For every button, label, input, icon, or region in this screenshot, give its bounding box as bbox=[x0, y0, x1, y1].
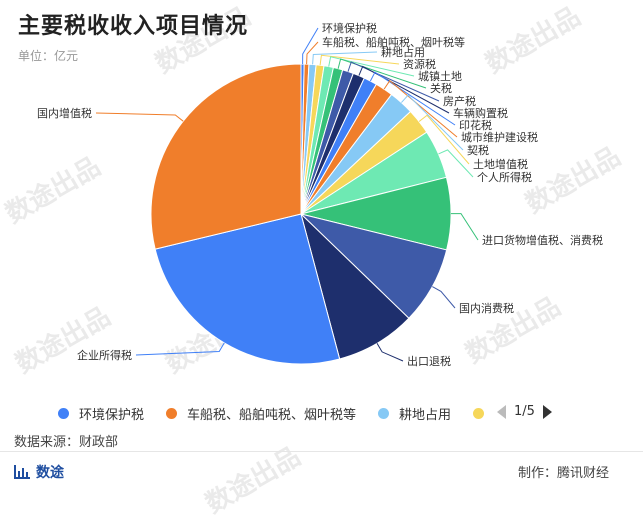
legend-label: 环境保护税 bbox=[79, 407, 145, 423]
leader-line bbox=[337, 58, 427, 89]
leader-line bbox=[306, 41, 319, 65]
leader-line bbox=[376, 343, 404, 362]
divider bbox=[0, 451, 643, 452]
leader-line bbox=[451, 213, 479, 241]
slice-label: 城镇土地 bbox=[418, 69, 462, 83]
slice-label: 车辆购置税 bbox=[453, 106, 508, 120]
legend-dot-icon bbox=[166, 407, 178, 419]
legend-item[interactable]: 环境保护税 bbox=[58, 404, 144, 423]
legend-item[interactable]: 耕地占用 bbox=[378, 404, 451, 423]
credit: 制作：腾讯财经 bbox=[517, 466, 609, 481]
slice-label: 国内消费税 bbox=[459, 301, 514, 315]
brand-logo: 数途 bbox=[14, 462, 64, 482]
prev-page-icon[interactable] bbox=[497, 404, 506, 419]
leader-line bbox=[347, 61, 440, 102]
legend-dot-icon bbox=[58, 407, 69, 419]
pie-slice[interactable] bbox=[150, 63, 302, 250]
leader-line bbox=[432, 286, 456, 309]
leader-line bbox=[95, 112, 184, 122]
next-page-icon[interactable] bbox=[542, 404, 552, 419]
legend-item[interactable] bbox=[473, 407, 494, 419]
brand-name: 数途 bbox=[36, 465, 64, 481]
leader-line bbox=[328, 56, 415, 77]
leader-line bbox=[418, 114, 470, 165]
legend: 环境保护税 车船税、船舶吨税、烟叶税等 耕地占用 bbox=[58, 403, 516, 423]
slice-label: 个人所得税 bbox=[477, 170, 532, 184]
slice-label: 环境保护税 bbox=[322, 21, 377, 35]
leader-line bbox=[302, 27, 319, 65]
slice-label: 城市维护建设税 bbox=[461, 130, 538, 144]
slice-label: 印花税 bbox=[459, 118, 492, 132]
page-title: 主要税收收入项目情况 bbox=[18, 14, 249, 39]
slice-label: 土地增值税 bbox=[473, 157, 528, 171]
watermark: 数途出品 bbox=[200, 441, 306, 520]
data-source: 数据来源：财政部 bbox=[14, 435, 119, 450]
slice-label: 契税 bbox=[467, 143, 489, 157]
legend-dot-icon bbox=[473, 407, 485, 419]
leader-line bbox=[369, 71, 456, 126]
leader-line bbox=[319, 54, 400, 66]
leader-line bbox=[312, 51, 378, 65]
slice-label: 耕地占用 bbox=[381, 45, 425, 59]
slice-label: 国内增值税 bbox=[37, 106, 92, 120]
leader-line bbox=[383, 80, 458, 138]
legend-pager: 1/5 bbox=[497, 404, 552, 419]
legend-label: 耕地占用 bbox=[399, 407, 452, 423]
slice-label: 车船税、船舶吨税、烟叶税等 bbox=[322, 35, 465, 49]
legend-item[interactable]: 车船税、船舶吨税、烟叶税等 bbox=[166, 404, 356, 423]
legend-page-number: 1/5 bbox=[514, 404, 535, 419]
pie-chart: 环境保护税车船税、船舶吨税、烟叶税等耕地占用资源税城镇土地关税房产税车辆购置税印… bbox=[37, 21, 603, 368]
legend-label: 车船税、船舶吨税、烟叶税等 bbox=[187, 407, 357, 423]
slice-label: 房产税 bbox=[443, 94, 476, 108]
slice-label: 关税 bbox=[430, 81, 452, 95]
slice-label: 进口货物增值税、消费税 bbox=[482, 233, 603, 247]
slice-label: 出口退税 bbox=[407, 354, 451, 368]
slice-label: 资源税 bbox=[403, 57, 436, 71]
leader-line bbox=[401, 94, 464, 151]
bar-chart-icon bbox=[14, 465, 30, 479]
leader-line bbox=[438, 149, 474, 178]
slice-label: 企业所得税 bbox=[77, 348, 132, 362]
legend-dot-icon bbox=[378, 407, 390, 419]
leader-line bbox=[135, 342, 225, 356]
unit-label: 单位：亿元 bbox=[18, 49, 79, 63]
leader-line bbox=[358, 65, 450, 114]
